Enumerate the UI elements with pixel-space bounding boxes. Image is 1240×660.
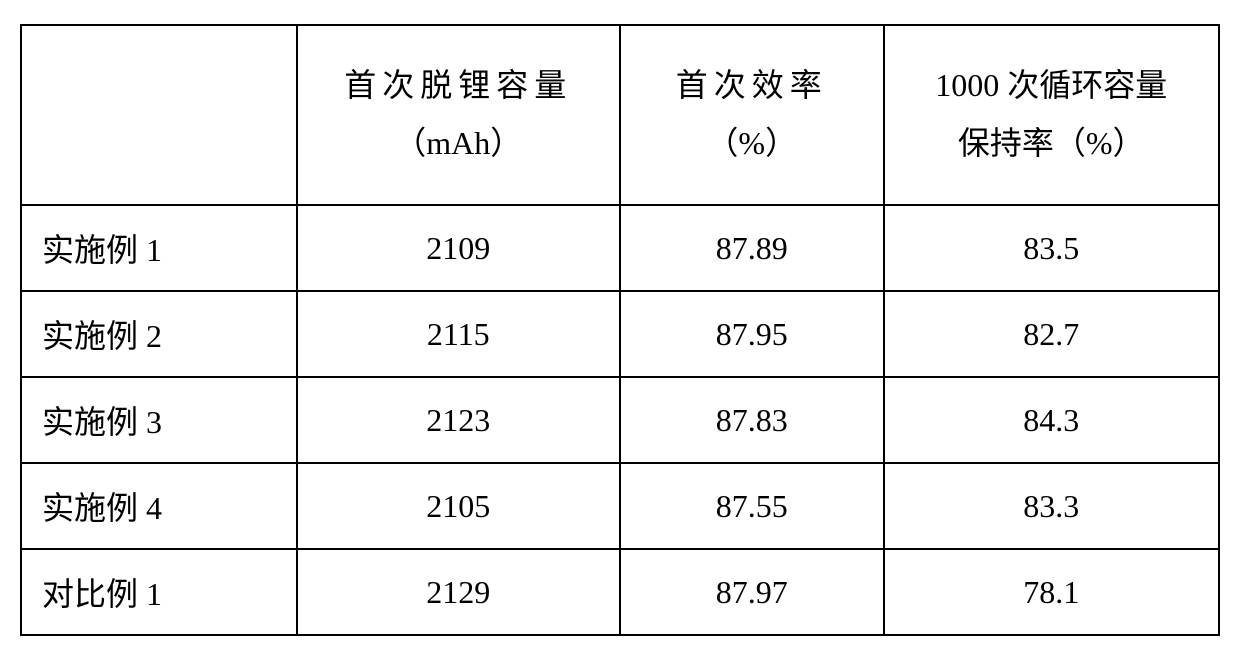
capacity-cell: 2115: [297, 291, 620, 377]
row-label-cell: 对比例 1: [21, 549, 297, 635]
retention-cell: 84.3: [884, 377, 1219, 463]
efficiency-cell: 87.89: [620, 205, 884, 291]
data-table: 首次脱锂容量 （mAh） 首次效率 （%） 1000 次循环容量 保持率（%）: [20, 24, 1220, 636]
table-row: 实施例 3 2123 87.83 84.3: [21, 377, 1219, 463]
retention-cell: 83.3: [884, 463, 1219, 549]
table-header-row: 首次脱锂容量 （mAh） 首次效率 （%） 1000 次循环容量 保持率（%）: [21, 25, 1219, 205]
header-label-line1: 首次效率: [676, 57, 828, 115]
header-label-line1: 首次脱锂容量: [344, 57, 572, 115]
header-cell-retention: 1000 次循环容量 保持率（%）: [884, 25, 1219, 205]
row-label-cell: 实施例 2: [21, 291, 297, 377]
header-label-line2: （mAh）: [394, 115, 522, 173]
header-label-line1: 1000 次循环容量: [935, 57, 1167, 115]
table-row: 实施例 1 2109 87.89 83.5: [21, 205, 1219, 291]
efficiency-cell: 87.95: [620, 291, 884, 377]
row-label-cell: 实施例 3: [21, 377, 297, 463]
capacity-cell: 2123: [297, 377, 620, 463]
retention-cell: 83.5: [884, 205, 1219, 291]
header-cell-empty: [21, 25, 297, 205]
retention-cell: 82.7: [884, 291, 1219, 377]
retention-cell: 78.1: [884, 549, 1219, 635]
capacity-cell: 2129: [297, 549, 620, 635]
header-cell-capacity: 首次脱锂容量 （mAh）: [297, 25, 620, 205]
header-cell-efficiency: 首次效率 （%）: [620, 25, 884, 205]
capacity-cell: 2105: [297, 463, 620, 549]
table-row: 实施例 4 2105 87.55 83.3: [21, 463, 1219, 549]
header-label-line2: （%）: [706, 115, 797, 173]
row-label-cell: 实施例 1: [21, 205, 297, 291]
efficiency-cell: 87.83: [620, 377, 884, 463]
capacity-cell: 2109: [297, 205, 620, 291]
header-label-line2: 保持率（%）: [958, 115, 1145, 173]
data-table-container: 首次脱锂容量 （mAh） 首次效率 （%） 1000 次循环容量 保持率（%）: [20, 24, 1220, 636]
efficiency-cell: 87.97: [620, 549, 884, 635]
table-row: 实施例 2 2115 87.95 82.7: [21, 291, 1219, 377]
efficiency-cell: 87.55: [620, 463, 884, 549]
row-label-cell: 实施例 4: [21, 463, 297, 549]
table-row: 对比例 1 2129 87.97 78.1: [21, 549, 1219, 635]
